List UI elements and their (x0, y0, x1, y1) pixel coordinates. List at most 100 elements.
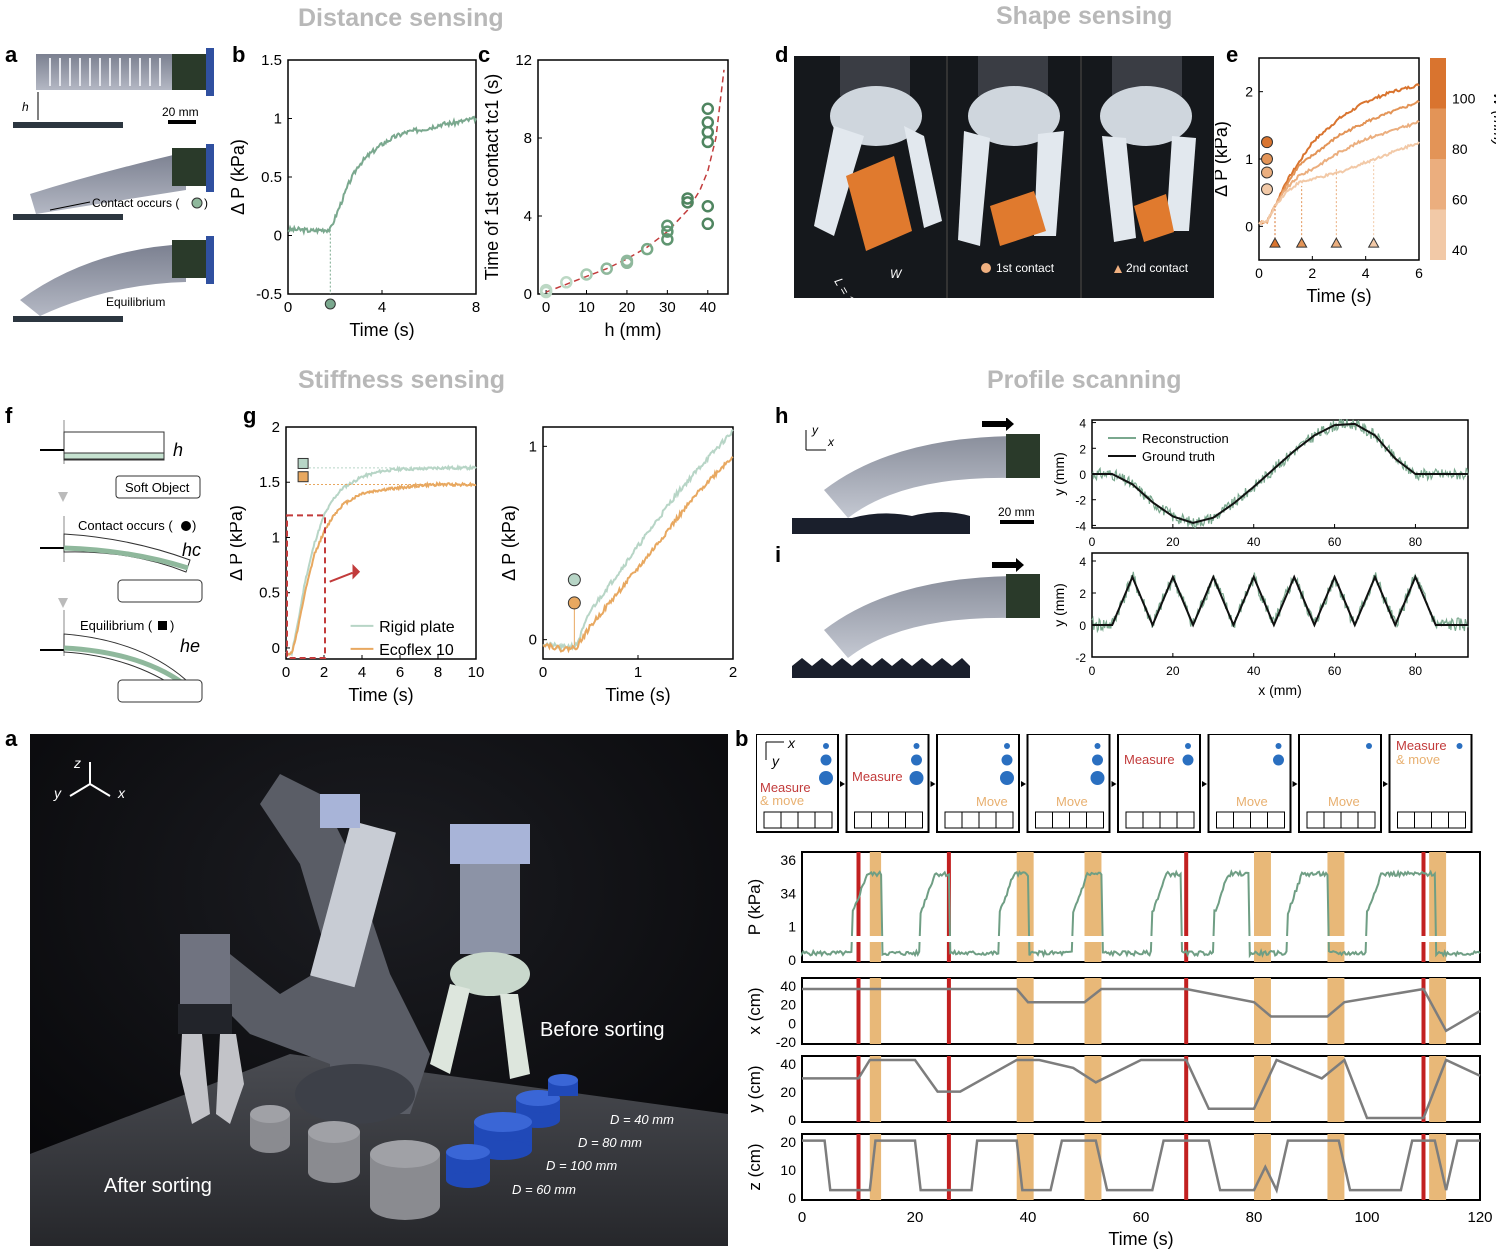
x-axis-label: Time (s) (348, 685, 413, 705)
series-line (285, 463, 477, 657)
label-after-sorting: After sorting (104, 1175, 212, 1197)
y-tick-label: 2 (1245, 84, 1253, 100)
diagram-slot (1357, 811, 1376, 829)
diagram-arrow (930, 781, 936, 787)
y-tick-label: 0 (1079, 619, 1086, 633)
x-tick-label: 8 (472, 299, 480, 316)
y-tick-label: 36 (780, 852, 796, 868)
panel-letter-d: d (775, 42, 789, 67)
y-axis-label: Δ P (kPa) (230, 505, 246, 581)
label-d60: D = 60 mm (512, 1182, 576, 1197)
y-tick-label: 1 (274, 111, 282, 128)
x-tick-label: 2 (320, 664, 328, 681)
ground-truth-line (1092, 422, 1468, 524)
series-line (542, 428, 734, 653)
x-tick-label: 80 (1246, 1209, 1263, 1226)
data-point (701, 217, 715, 231)
panel-letter-i: i (775, 542, 782, 567)
data-point (661, 233, 674, 246)
measure-line (1421, 978, 1426, 1044)
x-tick-label: 60 (1328, 664, 1342, 678)
panel-letter-g: g (243, 403, 257, 428)
x-tick-label: 0 (1089, 535, 1096, 549)
contact-circle (1261, 166, 1273, 179)
data-point (701, 200, 715, 213)
equilibrium-marker (297, 457, 309, 469)
y-tick-label: 0 (788, 952, 796, 968)
move-band (1016, 1056, 1034, 1122)
data-point (600, 262, 613, 275)
y-axis-label: x (cm) (745, 987, 764, 1034)
y-tick-label: 0 (788, 1112, 796, 1128)
move-band (869, 978, 882, 1044)
section-title-stiffness: Stiffness sensing (298, 366, 505, 394)
plot-frame (1091, 552, 1469, 658)
move-band (1254, 852, 1271, 962)
colorbar-tick: 60 (1452, 191, 1468, 207)
position-line (802, 1139, 1480, 1194)
y-tick-label: 1.5 (261, 52, 282, 69)
x-tick-label: 8 (434, 664, 442, 681)
y-axis-label: Δ P (kPa) (499, 505, 519, 581)
diagram-arrow (1292, 781, 1298, 787)
move-band (1084, 1134, 1102, 1200)
label-d40: D = 40 mm (610, 1112, 674, 1127)
photo-robot-sorting: z y x Before sorting After sorting D = 4… (30, 734, 728, 1246)
measure-line (1421, 852, 1426, 962)
axis-y: y (53, 785, 62, 801)
y-tick-label: -20 (776, 1034, 796, 1050)
x-axis-label: Time (s) (1306, 286, 1371, 306)
x-tick-label: 80 (1409, 535, 1423, 549)
y-tick-label: 20 (780, 1084, 796, 1100)
contact-circle (1261, 136, 1273, 149)
legend-label: Rigid plate (379, 619, 455, 636)
diagram-frame (1298, 734, 1382, 833)
x-tick-label: 0 (284, 299, 292, 316)
label-second-contact: 2nd contact (1126, 261, 1189, 275)
y-tick-label: 1 (1245, 151, 1253, 167)
move-band (1327, 1056, 1345, 1122)
chart-g-zoom: 0 1 2 0 1 Time (s) Δ P (kPa) (499, 426, 737, 705)
chart-h: 0 20 40 60 80 -4 -2 0 2 4 y (mm) Reconstruction Grou… (1051, 417, 1469, 549)
label-soft-object: Soft Object (125, 480, 190, 495)
measure-line (946, 1134, 951, 1200)
x-tick-label: 2 (1308, 265, 1316, 281)
move-band (1084, 978, 1102, 1044)
axis-y-label: y (811, 423, 819, 437)
axis-break (804, 936, 1478, 942)
y-tick-label: 0 (274, 228, 282, 245)
label-f-contact: Contact occurs ( (78, 518, 173, 533)
label-he: he (180, 636, 200, 656)
panel-a-illustration: h 20 mm Contact occurs ( ) Equilibrium (13, 48, 214, 322)
x-tick-label: 10 (468, 664, 485, 681)
position-line (802, 987, 1481, 1033)
y-tick-label: 1 (529, 438, 537, 455)
diagram-slot (1267, 811, 1285, 829)
measure-line (946, 978, 951, 1044)
svg-text:): ) (204, 196, 208, 210)
colorbar-segment (1430, 108, 1446, 159)
panel-letter-e: e (1226, 42, 1239, 67)
diagram-measure: Measure (852, 769, 903, 784)
data-point (560, 276, 573, 289)
x-axis-label: Time (s) (605, 685, 670, 705)
y-tick-label: 2 (1079, 587, 1086, 601)
x-tick-label: 40 (1020, 1209, 1037, 1226)
data-point (701, 102, 715, 115)
diagram-slot (1176, 811, 1195, 829)
move-band (869, 852, 882, 962)
y-tick-label: 0 (524, 286, 532, 303)
label-f-h: h (173, 440, 183, 460)
x-tick-label: 10 (578, 299, 595, 316)
x-tick-label: 0 (539, 664, 547, 681)
data-point (661, 225, 674, 238)
second-contact-marker (1367, 237, 1380, 248)
zoom-arrow (329, 571, 353, 583)
move-band (1084, 852, 1102, 962)
y-tick-label: 20 (780, 1134, 796, 1150)
label-d80: D = 80 mm (578, 1135, 642, 1150)
y-tick-label: 0 (272, 640, 280, 657)
measure-line (1184, 1134, 1189, 1200)
y-tick-label: 20 (780, 997, 796, 1013)
section-title-distance: Distance sensing (298, 4, 504, 32)
